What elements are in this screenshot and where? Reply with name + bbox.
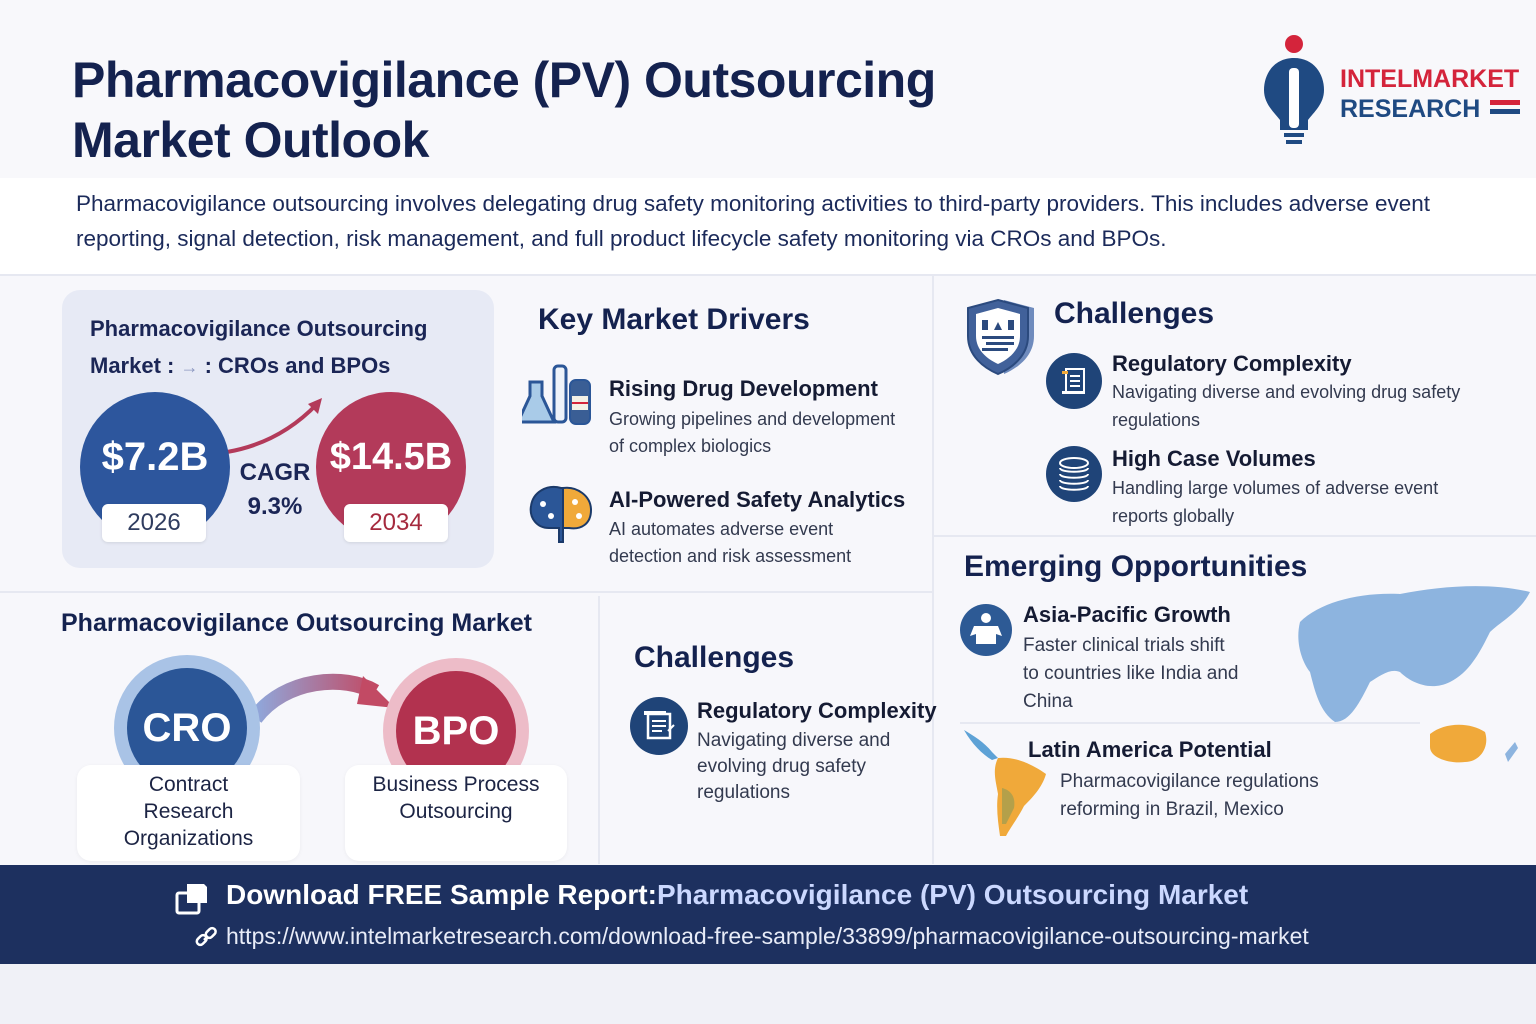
cagr-label: CAGR: [239, 459, 311, 486]
segments-title: Pharmacovigilance Outsourcing Market: [61, 609, 532, 637]
driver-desc: Growing pipelines and development of com…: [609, 406, 895, 460]
download-sample-link[interactable]: Download FREE Sample Report:Pharmacovigi…: [226, 879, 1248, 911]
person-icon: [960, 604, 1012, 656]
shield-icon: [967, 298, 1034, 376]
market-card-title-prefix: Market :: [90, 353, 175, 378]
challenge-desc-line: evolving drug safety: [697, 756, 866, 777]
cro-label-line: Contract: [148, 773, 229, 796]
bpo-label-line: Business Process: [372, 773, 540, 796]
challenge-desc-line: regulations: [1112, 410, 1201, 430]
cta-highlight: Pharmacovigilance (PV) Outsourcing Marke…: [656, 879, 1249, 910]
cta-prefix: Download FREE Sample Report:: [226, 879, 657, 910]
lab-flask-icon: [522, 364, 591, 425]
opportunity-title: Latin America Potential: [1028, 737, 1272, 762]
driver-desc-line: Growing pipelines and development: [609, 409, 896, 429]
cro-label-box: Contract Research Organizations: [77, 765, 300, 861]
cro-label-line: Research: [143, 800, 234, 823]
opportunity-desc: Faster clinical trials shift to countrie…: [1023, 632, 1238, 716]
opportunity-desc-line: Pharmacovigilance regulations: [1060, 771, 1319, 792]
footer-banner: Download FREE Sample Report:Pharmacovigi…: [0, 865, 1536, 964]
cro-label-line: Organizations: [123, 827, 254, 850]
opportunity-desc-line: to countries like India and: [1023, 663, 1239, 684]
end-year-badge: 2034: [344, 504, 448, 542]
driver-desc-line: of complex biologics: [609, 436, 772, 456]
market-card-title: Pharmacovigilance Outsourcing Market : →…: [90, 310, 427, 386]
divider: [0, 274, 1536, 276]
cagr: CAGR 9.3%: [234, 456, 316, 524]
driver-desc: AI automates adverse event detection and…: [609, 516, 851, 570]
challenges-right-title: Challenges: [1054, 297, 1215, 330]
challenge-title: Regulatory Complexity: [697, 698, 937, 723]
market-card-title-line-1: Pharmacovigilance Outsourcing: [90, 316, 428, 341]
south-america-map-icon: [964, 730, 1046, 836]
driver-title: AI-Powered Safety Analytics: [609, 487, 906, 512]
driver-desc-line: AI automates adverse event: [609, 519, 834, 539]
challenge-desc-line: regulations: [697, 782, 790, 803]
bpo-label-line: Outsourcing: [399, 800, 513, 823]
world-map-icon: [1298, 586, 1530, 763]
intro-text: Pharmacovigilance outsourcing involves d…: [76, 191, 1431, 251]
challenge-desc-line: reports globally: [1112, 506, 1235, 526]
start-year-badge: 2026: [102, 504, 206, 542]
challenge-desc-line: Navigating diverse and evolving drug saf…: [1112, 382, 1461, 402]
divider: [934, 535, 1536, 537]
link-icon: [195, 926, 217, 947]
challenge-desc: Handling large volumes of adverse event …: [1112, 474, 1438, 530]
divider: [960, 722, 1420, 724]
challenge-desc: Navigating diverse and evolving drug saf…: [1112, 378, 1460, 434]
header: Pharmacovigilance (PV) Outsourcing Marke…: [0, 0, 1536, 178]
driver-title: Rising Drug Development: [609, 376, 878, 401]
intelmarket-logo: INTELMARKET RESEARCH: [1262, 34, 1527, 149]
logo-line-2: RESEARCH: [1340, 95, 1481, 123]
regulation-document-icon: [630, 697, 688, 755]
arrow-right-icon: →: [180, 357, 199, 377]
market-card-title-suffix: : CROs and BPOs: [204, 353, 391, 378]
opportunity-title: Asia-Pacific Growth: [1023, 602, 1231, 627]
opportunity-desc-line: Faster clinical trials shift: [1023, 635, 1225, 656]
market-size-card: Pharmacovigilance Outsourcing Market : →…: [62, 290, 494, 568]
challenge-title: High Case Volumes: [1112, 446, 1316, 471]
challenge-desc-line: Navigating diverse and: [697, 730, 891, 751]
drivers-title: Key Market Drivers: [538, 303, 810, 336]
opportunity-desc: Pharmacovigilance regulations reforming …: [1060, 768, 1319, 824]
logo-text: INTELMARKET RESEARCH: [1340, 64, 1519, 124]
challenge-desc: Navigating diverse and evolving drug saf…: [697, 728, 890, 806]
divider: [598, 596, 600, 864]
flow-arrow-icon: [248, 673, 395, 724]
divider: [0, 591, 932, 593]
page-title: Pharmacovigilance (PV) Outsourcing Marke…: [72, 50, 1072, 170]
copy-document-icon: [175, 884, 207, 915]
challenge-desc-line: Handling large volumes of adverse event: [1112, 478, 1439, 498]
bottom-band: [0, 964, 1536, 1024]
logo-line-1: INTELMARKET: [1340, 65, 1520, 93]
database-stack-icon: [1046, 446, 1102, 502]
cagr-value: 9.3%: [247, 493, 303, 520]
driver-desc-line: detection and risk assessment: [609, 546, 852, 566]
opportunity-desc-line: reforming in Brazil, Mexico: [1060, 799, 1284, 820]
divider: [932, 276, 934, 864]
brain-icon: [529, 486, 593, 543]
sample-report-url[interactable]: https://www.intelmarketresearch.com/down…: [226, 923, 1309, 949]
document-icon: [1046, 353, 1102, 409]
intro-band: [0, 178, 1536, 274]
growth-arrow-icon: [226, 398, 322, 454]
challenges-left-title: Challenges: [634, 641, 795, 674]
opportunity-desc-line: China: [1023, 691, 1073, 712]
lightbulb-logo-icon: [1264, 35, 1324, 144]
title-line-2: Market Outlook: [72, 112, 429, 168]
logo-flag-bars: [1490, 100, 1520, 118]
challenge-title: Regulatory Complexity: [1112, 351, 1352, 376]
opportunities-title: Emerging Opportunities: [964, 550, 1308, 583]
market-card-title-line-2: Market : → : CROs and BPOs: [90, 347, 427, 386]
bpo-label-box: Business Process Outsourcing: [345, 765, 567, 861]
title-line-1: Pharmacovigilance (PV) Outsourcing: [72, 52, 936, 108]
